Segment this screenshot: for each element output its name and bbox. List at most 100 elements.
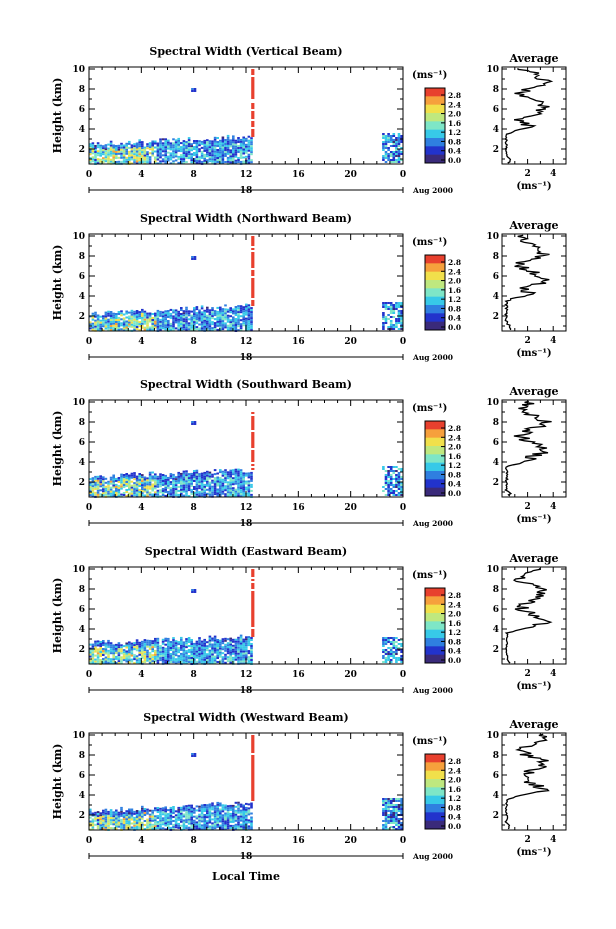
average-xlabel: (ms⁻¹) bbox=[516, 181, 551, 192]
average-profile-line bbox=[504, 567, 553, 664]
average-xlabel: (ms⁻¹) bbox=[516, 847, 551, 858]
average-frame bbox=[501, 233, 567, 332]
y-axis-label: Height (km) bbox=[51, 578, 64, 654]
y-tick-label: 10 bbox=[72, 398, 85, 408]
y-tick-label: 8 bbox=[79, 751, 85, 761]
y-tick-label: 6 bbox=[79, 272, 85, 282]
colorbar-tick-label: 1.6 bbox=[448, 452, 461, 461]
x-tick-label: 12 bbox=[240, 337, 253, 347]
x-tick-label: 8 bbox=[191, 503, 197, 513]
colorbar-tick-label: 0.0 bbox=[448, 822, 461, 831]
colorbar-segment bbox=[425, 321, 445, 331]
avg-y-tick-label: 2 bbox=[493, 811, 499, 821]
avg-y-tick-label: 8 bbox=[493, 252, 499, 262]
x-tick-label: 4 bbox=[138, 670, 144, 680]
x-tick-label: 4 bbox=[138, 337, 144, 347]
date-label: Aug 2000 bbox=[412, 353, 453, 362]
colorbar-segment bbox=[425, 804, 445, 813]
panel-title: Spectral Width (Eastward Beam) bbox=[145, 545, 347, 558]
colorbar-tick-label: 2.8 bbox=[448, 757, 461, 766]
panel-1: Spectral Width (Vertical Beam)0 4 8 12 16 20 0… bbox=[51, 45, 567, 196]
x-tick-label: 20 bbox=[344, 503, 357, 513]
average-xlabel: (ms⁻¹) bbox=[516, 348, 551, 359]
colorbar-tick-label: 0.0 bbox=[448, 156, 461, 165]
colorbar-segment bbox=[425, 820, 445, 830]
average-profile-line bbox=[504, 68, 554, 164]
y-tick-label: 8 bbox=[79, 252, 85, 262]
colorbar-tick-label: 2.0 bbox=[448, 610, 461, 619]
colorbar-segment bbox=[425, 296, 445, 306]
avg-x-tick-label: 4 bbox=[550, 502, 556, 512]
average-xlabel: (ms⁻¹) bbox=[516, 514, 551, 525]
day-marker: 18 bbox=[240, 852, 253, 862]
colorbar-segment bbox=[425, 646, 445, 656]
x-tick-label: 0 bbox=[400, 670, 406, 680]
avg-y-tick-label: 10 bbox=[486, 65, 499, 75]
date-label: Aug 2000 bbox=[412, 186, 453, 195]
colorbar-segment bbox=[425, 146, 445, 156]
colorbar-unit: (ms⁻¹) bbox=[412, 70, 447, 81]
colorbar-tick-label: 0.0 bbox=[448, 323, 461, 332]
y-tick-label: 2 bbox=[79, 645, 85, 655]
x-tick-label: 0 bbox=[86, 170, 92, 180]
x-tick-label: 8 bbox=[191, 670, 197, 680]
day-marker: 18 bbox=[240, 353, 253, 363]
colorbar-tick-label: 0.4 bbox=[448, 813, 461, 822]
colorbar-segment bbox=[425, 263, 445, 273]
avg-y-tick-label: 4 bbox=[493, 791, 499, 801]
x-tick-label: 4 bbox=[138, 836, 144, 846]
colorbar-tick-label: 0.8 bbox=[448, 637, 461, 646]
day-marker: 18 bbox=[240, 686, 253, 696]
colorbar-segment bbox=[425, 621, 445, 631]
avg-x-tick-label: 4 bbox=[550, 336, 556, 346]
avg-y-tick-label: 8 bbox=[493, 85, 499, 95]
x-tick-label: 16 bbox=[292, 503, 305, 513]
heatmap-cells bbox=[89, 569, 403, 665]
colorbar-segment bbox=[425, 429, 445, 439]
colorbar-segment bbox=[425, 795, 445, 805]
colorbar-unit: (ms⁻¹) bbox=[412, 736, 447, 747]
x-tick-label: 8 bbox=[191, 337, 197, 347]
average-xlabel: (ms⁻¹) bbox=[516, 681, 551, 692]
colorbar-tick-label: 1.6 bbox=[448, 119, 461, 128]
x-tick-label: 4 bbox=[138, 503, 144, 513]
x-tick-label: 0 bbox=[400, 170, 406, 180]
colorbar-segment bbox=[425, 121, 445, 131]
y-tick-label: 4 bbox=[79, 125, 85, 135]
x-tick-label: 4 bbox=[138, 170, 144, 180]
x-tick-label: 0 bbox=[400, 337, 406, 347]
colorbar-tick-label: 1.2 bbox=[448, 628, 461, 637]
avg-y-tick-label: 10 bbox=[486, 731, 499, 741]
colorbar-segment bbox=[425, 255, 445, 264]
avg-y-tick-label: 8 bbox=[493, 418, 499, 428]
average-profile-line bbox=[504, 400, 552, 497]
y-tick-label: 2 bbox=[79, 811, 85, 821]
colorbar-segment bbox=[425, 462, 445, 472]
colorbar-tick-label: 0.4 bbox=[448, 480, 461, 489]
colorbar-tick-label: 1.6 bbox=[448, 619, 461, 628]
x-tick-label: 12 bbox=[240, 836, 253, 846]
x-tick-label: 0 bbox=[86, 670, 92, 680]
colorbar-unit: (ms⁻¹) bbox=[412, 570, 447, 581]
avg-x-tick-label: 2 bbox=[524, 835, 530, 845]
heatmap-cells bbox=[89, 69, 403, 165]
colorbar-tick-label: 2.0 bbox=[448, 110, 461, 119]
x-tick-label: 0 bbox=[86, 337, 92, 347]
avg-x-tick-label: 2 bbox=[524, 669, 530, 679]
avg-x-tick-label: 4 bbox=[550, 835, 556, 845]
x-tick-label: 12 bbox=[240, 670, 253, 680]
colorbar-tick-label: 1.6 bbox=[448, 286, 461, 295]
colorbar-unit: (ms⁻¹) bbox=[412, 237, 447, 248]
avg-x-tick-label: 4 bbox=[550, 669, 556, 679]
avg-y-tick-label: 8 bbox=[493, 751, 499, 761]
avg-y-tick-label: 2 bbox=[493, 478, 499, 488]
x-tick-label: 8 bbox=[191, 170, 197, 180]
average-title: Average bbox=[508, 219, 558, 232]
y-tick-label: 8 bbox=[79, 585, 85, 595]
colorbar-frame bbox=[424, 254, 446, 331]
avg-y-tick-label: 2 bbox=[493, 312, 499, 322]
colorbar-segment bbox=[425, 479, 445, 489]
average-profile-line bbox=[504, 234, 550, 331]
x-tick-label: 20 bbox=[344, 836, 357, 846]
